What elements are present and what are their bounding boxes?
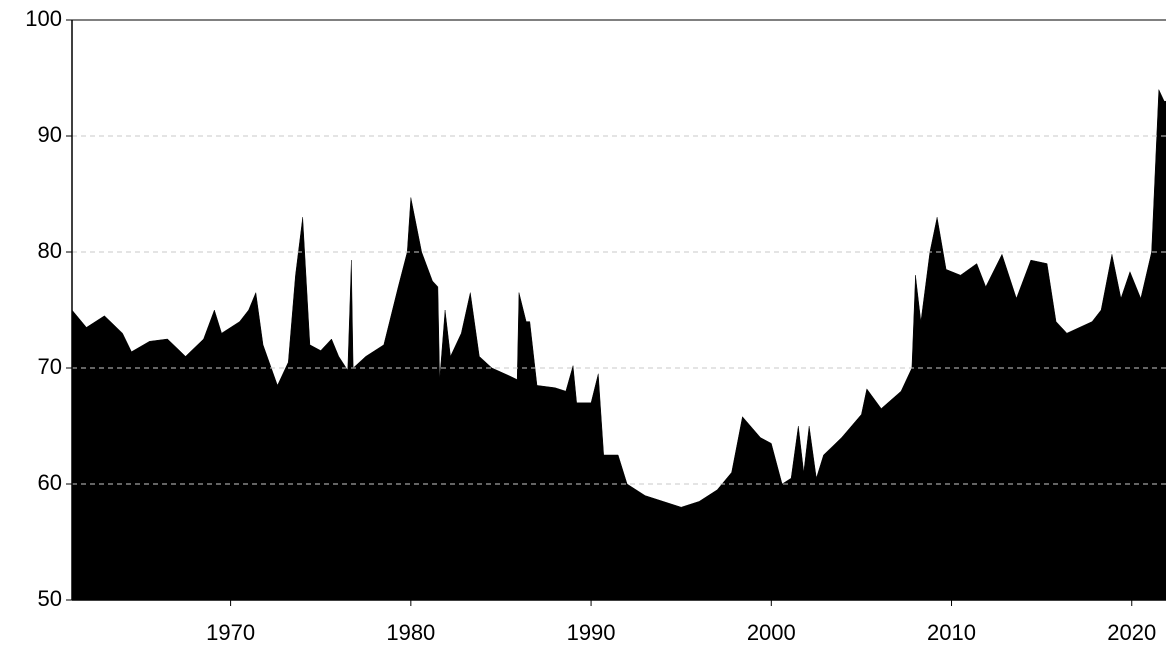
x-tick-label: 1990 [567,620,616,645]
x-tick-label: 2010 [927,620,976,645]
y-tick-label: 60 [38,470,62,495]
y-tick-label: 90 [38,122,62,147]
y-tick-label: 50 [38,586,62,611]
y-tick-label: 100 [25,6,62,31]
area [71,89,1166,601]
x-tick-label: 2020 [1107,620,1156,645]
x-tick-label: 1970 [206,620,255,645]
x-tick-label: 1980 [386,620,435,645]
x-tick-label: 2000 [747,620,796,645]
y-tick-label: 70 [38,354,62,379]
y-tick-label: 80 [38,238,62,263]
